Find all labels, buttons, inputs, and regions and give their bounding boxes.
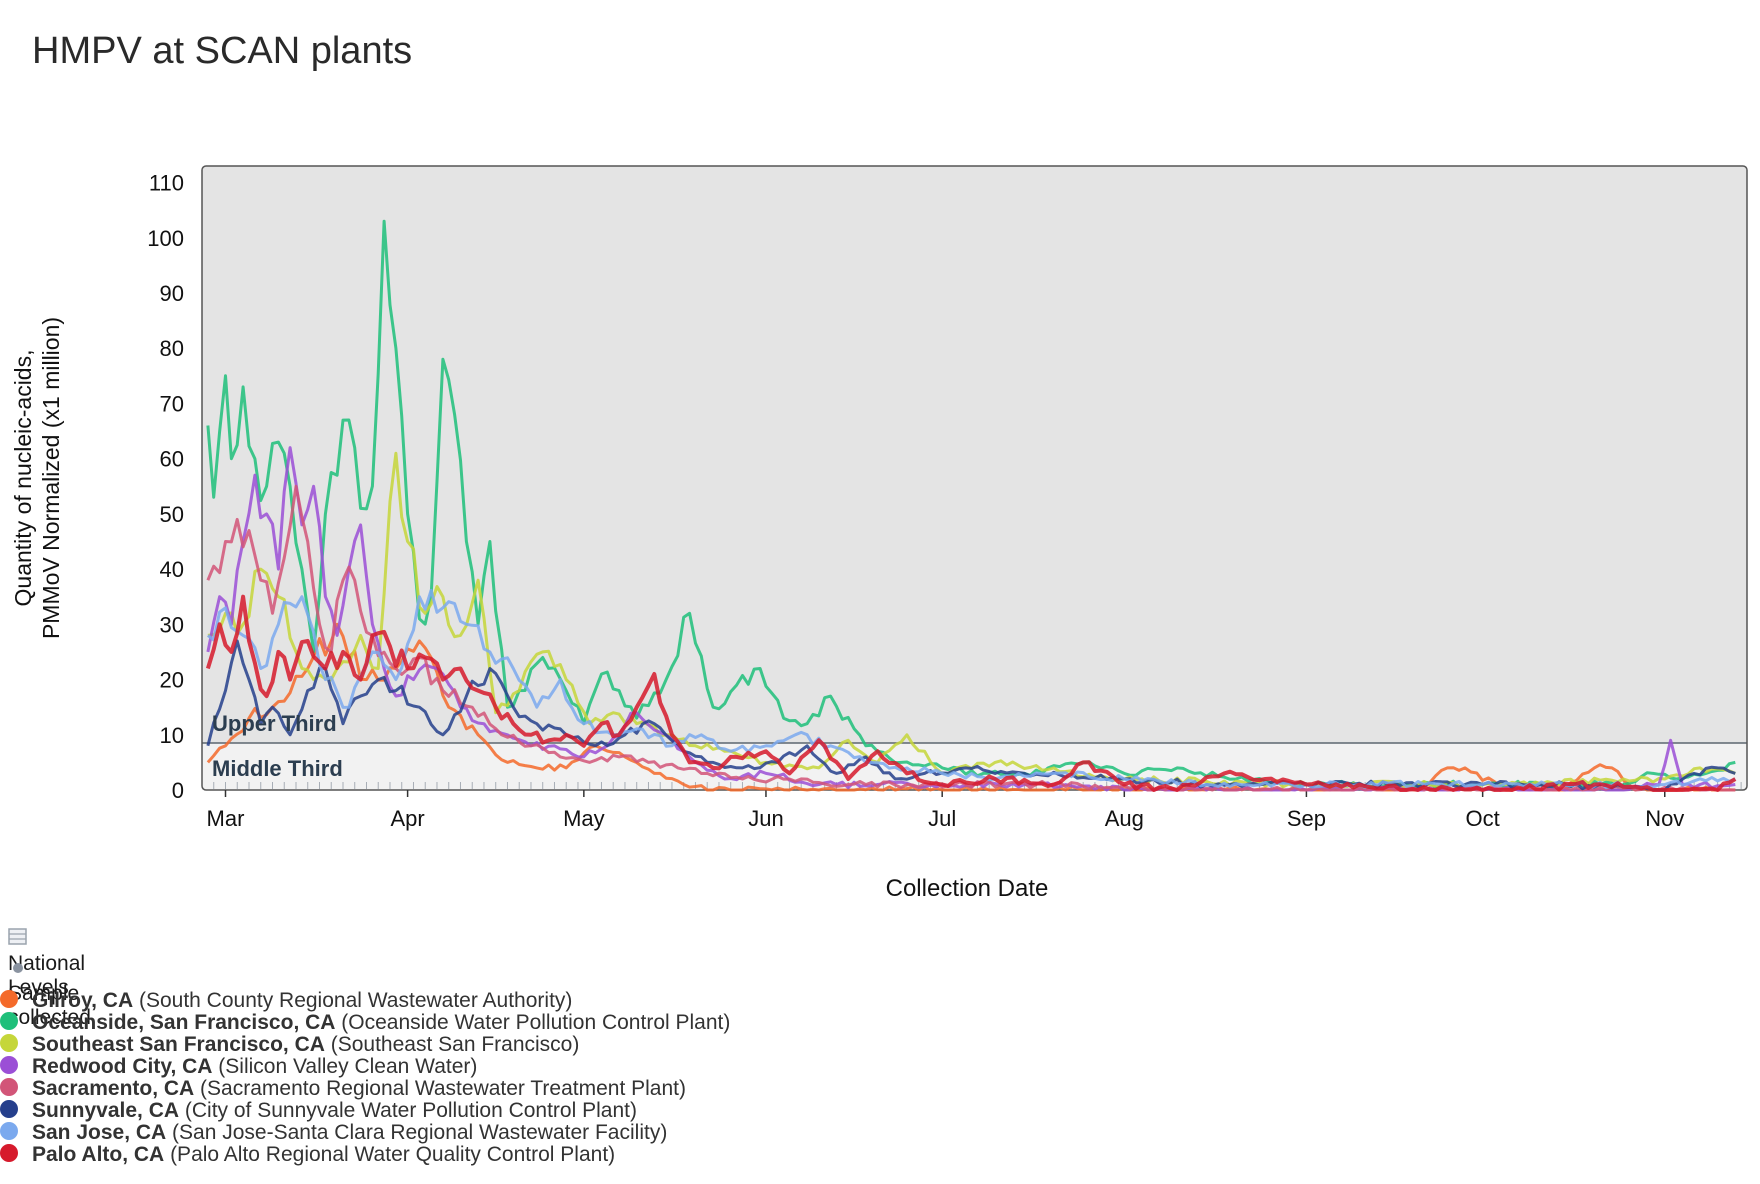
y-tick-label: 30 [160, 612, 184, 637]
legend-plant: (San Jose-Santa Clara Regional Wastewate… [166, 1121, 668, 1144]
legend-color-dot [0, 1144, 18, 1163]
legend-color-dot [0, 990, 18, 1009]
chart-title: HMPV at SCAN plants [32, 30, 413, 72]
legend-plant: (City of Sunnyvale Water Pollution Contr… [179, 1099, 637, 1122]
y-tick-label: 40 [160, 557, 184, 582]
x-tick-label: Jul [928, 806, 956, 831]
legend-plant: (South County Regional Wastewater Author… [133, 989, 573, 1012]
legend-city: Sacramento, CA [32, 1077, 195, 1100]
band-label-middle: Middle Third [212, 756, 343, 781]
legend-item[interactable]: Sunnyvale, CA (City of Sunnyvale Water P… [0, 1100, 637, 1122]
legend-plant: (Palo Alto Regional Water Quality Contro… [164, 1143, 616, 1166]
legend-plant: (Silicon Valley Clean Water) [212, 1055, 478, 1078]
axis-labels: Collection Date Quantity of nucleic-acid… [10, 317, 1048, 902]
chart-svg: 0 10 20 30 40 50 60 70 80 90 100 110 Mar Apr May Jun Jul… [10, 165, 1748, 902]
legend-national-levels[interactable]: National Levels [8, 928, 85, 1000]
legend-plant: (Oceanside Water Pollution Control Plant… [335, 1011, 731, 1034]
y-tick-label: 70 [160, 391, 184, 416]
sample-dot-icon [13, 963, 23, 973]
legend-plant: (Southeast San Francisco) [324, 1033, 580, 1056]
legend-item[interactable]: Oceanside, San Francisco, CA (Oceanside … [0, 1012, 730, 1034]
legend-color-dot [0, 1012, 18, 1031]
plot-area [201, 165, 1748, 791]
legend-plant: (Sacramento Regional Wastewater Treatmen… [194, 1077, 686, 1100]
y-tick-label: 20 [160, 668, 184, 693]
x-tick-label: Oct [1466, 806, 1500, 831]
y-axis-label-line1: Quantity of nucleic-acids, [10, 350, 36, 607]
band-label-upper: Upper Third [212, 711, 337, 736]
band-labels: Upper Third Middle Third [212, 711, 343, 781]
legend-city: San Jose, CA [32, 1121, 167, 1144]
y-axis-label-line2: PMMoV Normalized (x1 million) [38, 317, 64, 639]
legend-color-dot [0, 1122, 18, 1141]
series-line-1[interactable] [206, 622, 1736, 792]
x-tick-label: Apr [390, 806, 424, 831]
x-tick-label: Aug [1105, 806, 1144, 831]
y-tick-label: 0 [172, 778, 184, 803]
series-line-8[interactable] [205, 594, 1737, 792]
x-tick-label: Sep [1287, 806, 1326, 831]
legend-city: Sunnyvale, CA [32, 1099, 180, 1122]
legend-sample-collected-label: Sample collected [8, 982, 91, 1029]
legend-city: Redwood City, CA [32, 1055, 213, 1078]
legend-color-dot [0, 1078, 18, 1097]
y-tick-label: 90 [160, 281, 184, 306]
legend-city: Palo Alto, CA [32, 1143, 165, 1166]
legend-item[interactable]: Palo Alto, CA (Palo Alto Regional Water … [0, 1144, 615, 1166]
national-levels-icon [8, 928, 27, 946]
legend-city: Gilroy, CA [32, 989, 134, 1012]
x-tick-label: Nov [1645, 806, 1684, 831]
x-tick-label: May [563, 806, 605, 831]
legend-item[interactable]: Gilroy, CA (South County Regional Wastew… [0, 990, 572, 1012]
legend-item[interactable]: Redwood City, CA (Silicon Valley Clean W… [0, 1056, 477, 1078]
axis-ticks: 0 10 20 30 40 50 60 70 80 90 100 110 Mar Apr May Jun Jul… [147, 171, 1684, 831]
legend-national-levels-label: National Levels [8, 952, 86, 999]
y-tick-label: 110 [149, 171, 184, 196]
y-tick-label: 10 [160, 723, 184, 748]
legend-item[interactable]: Sacramento, CA (Sacramento Regional Wast… [0, 1078, 686, 1100]
x-tick-label: Jun [748, 806, 783, 831]
series-line-7[interactable] [206, 588, 1736, 790]
y-tick-label: 80 [160, 336, 184, 361]
legend-item[interactable]: San Jose, CA (San Jose-Santa Clara Regio… [0, 1122, 667, 1144]
series-lines [205, 219, 1737, 792]
legend-city: Oceanside, San Francisco, CA [32, 1011, 336, 1034]
y-tick-label: 50 [160, 502, 184, 527]
legend-city: Southeast San Francisco, CA [32, 1033, 325, 1056]
y-tick-label: 60 [160, 447, 184, 472]
legend-color-dot [0, 1100, 18, 1119]
y-tick-label: 100 [147, 226, 184, 251]
x-tick-label: Mar [207, 806, 245, 831]
plot-background [202, 166, 1747, 790]
legend-color-dot [0, 1056, 18, 1075]
legend-color-dot [0, 1034, 18, 1053]
legend-sample-collected[interactable]: Sample collected [8, 958, 91, 1030]
x-axis-label: Collection Date [886, 875, 1049, 902]
legend-item[interactable]: Southeast San Francisco, CA (Southeast S… [0, 1034, 579, 1056]
